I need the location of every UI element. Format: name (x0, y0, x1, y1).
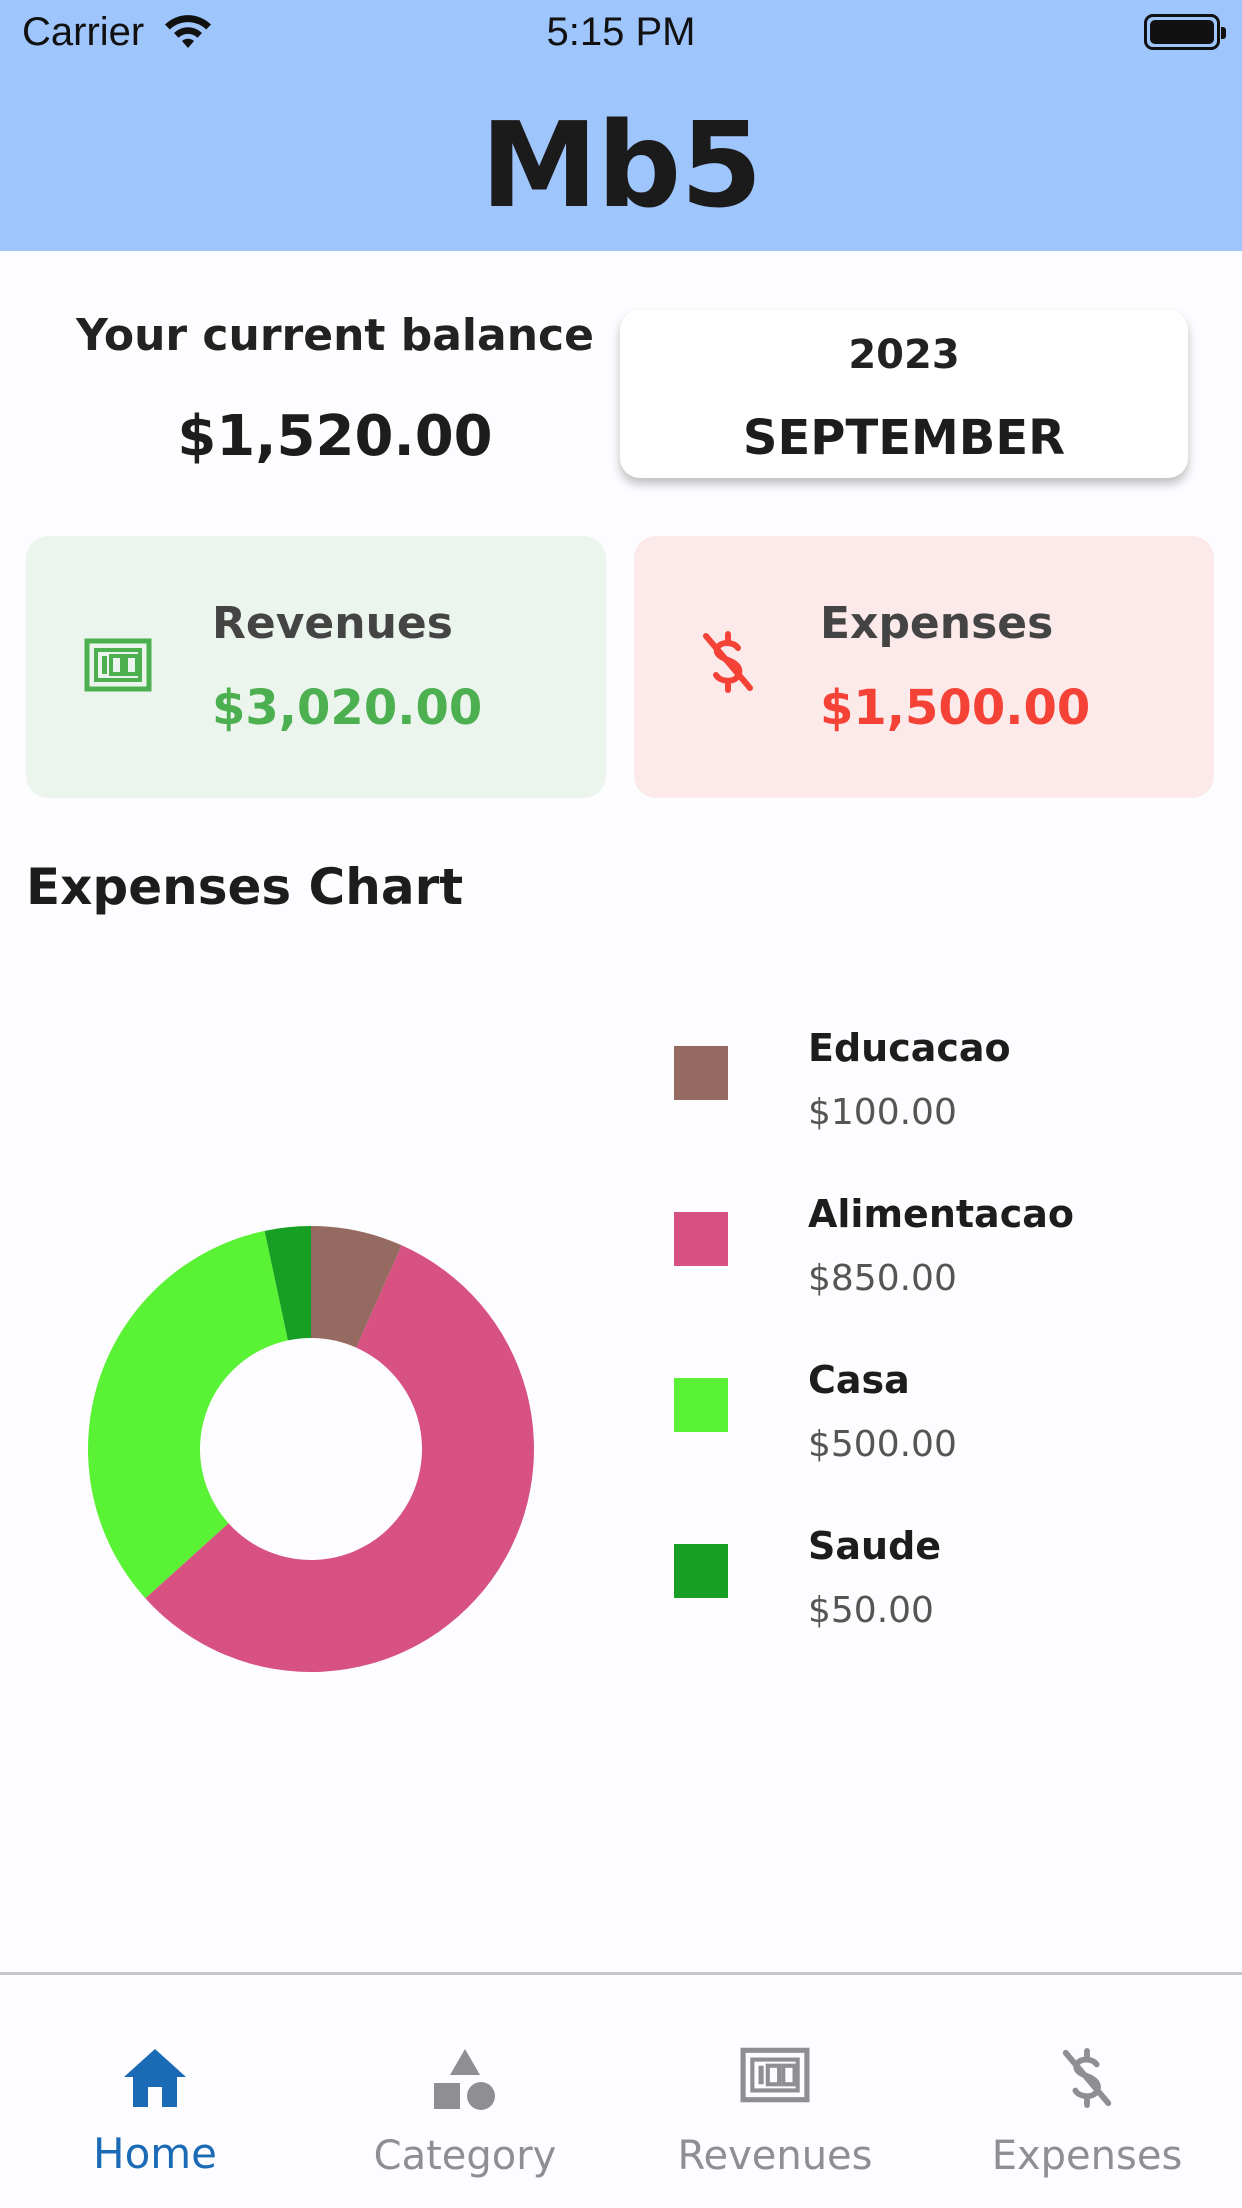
carrier-label: Carrier (22, 10, 145, 54)
donut-slice-casa (88, 1230, 288, 1599)
legend-item: Casa $500.00 (672, 1358, 1192, 1478)
chart-title: Expenses Chart (26, 858, 464, 916)
period-selector[interactable]: 2023 SEPTEMBER (620, 310, 1188, 478)
balance-value: $1,520.00 (177, 404, 493, 469)
donut-slice-saude (264, 1226, 311, 1341)
legend-category-value: $100.00 (808, 1092, 957, 1133)
period-year: 2023 (848, 332, 960, 378)
revenues-amount: $3,020.00 (212, 680, 483, 736)
legend-category-name: Casa (808, 1358, 910, 1402)
legend-category-value: $850.00 (808, 1258, 957, 1299)
legend-swatch (674, 1378, 728, 1432)
legend-category-name: Saude (808, 1524, 942, 1568)
tab-revenues-label: Revenues (677, 2133, 873, 2179)
revenues-label: Revenues (212, 598, 453, 649)
legend-item: Educacao $100.00 (672, 1026, 1192, 1146)
tab-category[interactable]: Category (310, 1975, 620, 2208)
legend-item: Alimentacao $850.00 (672, 1192, 1192, 1312)
period-month: SEPTEMBER (742, 410, 1066, 466)
legend-swatch (674, 1212, 728, 1266)
legend-swatch (674, 1544, 728, 1598)
donut-slice-alimentacao (145, 1245, 534, 1672)
legend-category-value: $50.00 (808, 1590, 934, 1631)
app-header: Carrier 5:15 PM Mb5 (0, 0, 1242, 251)
legend-category-name: Educacao (808, 1026, 1011, 1070)
legend-category-name: Alimentacao (808, 1192, 1074, 1236)
balance-label: Your current balance (76, 310, 594, 361)
money-bill-icon (84, 638, 152, 692)
status-time: 5:15 PM (546, 10, 696, 54)
legend-swatch (674, 1046, 728, 1100)
expenses-summary-card[interactable]: Expenses $1,500.00 (634, 536, 1214, 798)
status-bar: Carrier 5:15 PM (0, 0, 1242, 66)
tab-revenues[interactable]: Revenues (620, 1975, 930, 2208)
expenses-donut-chart (88, 1226, 534, 1672)
tab-home[interactable]: Home (0, 1975, 310, 2208)
expenses-label: Expenses (820, 598, 1054, 649)
app-title: Mb5 (480, 96, 763, 234)
legend-item: Saude $50.00 (672, 1524, 1192, 1644)
money-bill-icon (740, 2047, 810, 2103)
legend-category-value: $500.00 (808, 1424, 957, 1465)
dollar-off-icon (1062, 2047, 1112, 2109)
home-icon (124, 2049, 186, 2107)
tab-expenses[interactable]: Expenses (932, 1975, 1242, 2208)
tab-category-label: Category (373, 2133, 557, 2179)
donut-slice-educacao (311, 1226, 402, 1348)
dollar-off-icon (703, 631, 753, 693)
tab-bar: Home Category Revenues (0, 1972, 1242, 2208)
expenses-amount: $1,500.00 (820, 680, 1091, 736)
battery-icon (1144, 14, 1226, 50)
shapes-icon (434, 2049, 495, 2110)
tab-home-label: Home (92, 2129, 218, 2178)
revenues-summary-card[interactable]: Revenues $3,020.00 (26, 536, 606, 798)
wifi-icon (165, 15, 211, 48)
tab-expenses-label: Expenses (991, 2133, 1183, 2179)
